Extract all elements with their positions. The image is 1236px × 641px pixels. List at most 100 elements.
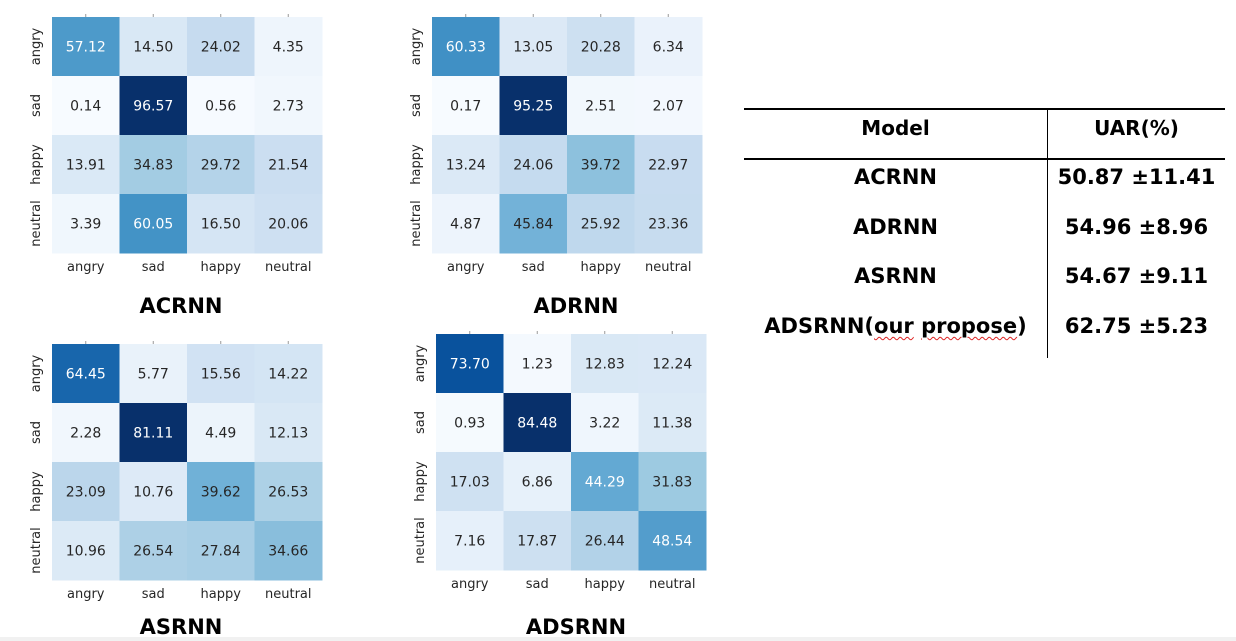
cell-value-label: 27.84 xyxy=(201,544,241,560)
y-tick-label: neutral xyxy=(409,200,424,247)
cell-value-label: 64.45 xyxy=(66,367,106,383)
y-tick-label: angry xyxy=(409,27,424,65)
heatmap-cell xyxy=(52,135,120,195)
cell-value-label: 1.23 xyxy=(522,357,553,373)
table-row-uar: 54.67 ±9.11 xyxy=(1064,264,1209,288)
heatmap-cell xyxy=(567,17,635,77)
heatmap-cell xyxy=(119,76,188,136)
heatmap-cell xyxy=(503,393,572,453)
cell-value-label: 13.91 xyxy=(66,158,106,174)
cell-value-label: 25.92 xyxy=(581,217,621,233)
heatmap-cell xyxy=(638,393,707,453)
x-tick-label: angry xyxy=(67,260,105,275)
heatmap-cell xyxy=(119,17,188,77)
spellcheck-word-our: our xyxy=(874,314,914,338)
x-tick-label: angry xyxy=(451,577,489,592)
heatmap-cell xyxy=(254,521,323,581)
heatmap-cell xyxy=(432,76,500,136)
cell-value-label: 14.50 xyxy=(133,40,173,56)
heatmap-cell xyxy=(567,135,635,195)
cell-value-label: 15.56 xyxy=(201,367,241,383)
heatmap-cell xyxy=(187,76,255,136)
cell-value-label: 0.17 xyxy=(450,99,481,115)
cell-value-label: 45.84 xyxy=(513,217,553,233)
cell-value-label: 81.11 xyxy=(133,426,173,442)
heatmap-cell xyxy=(634,76,703,136)
spellcheck-word-propose: propose xyxy=(921,314,1018,338)
heatmap-cell xyxy=(432,17,500,77)
heatmap-cell xyxy=(52,17,120,77)
y-tick-label: angry xyxy=(413,344,428,382)
cell-value-label: 4.87 xyxy=(450,217,481,233)
heatmap-cell xyxy=(254,135,323,195)
heatmap-cell xyxy=(436,511,504,571)
y-tick-label: neutral xyxy=(29,200,44,247)
cell-value-label: 13.05 xyxy=(513,40,553,56)
heatmap-cell xyxy=(634,17,703,77)
table-row-model: ADSRNN(our propose) xyxy=(744,314,1047,338)
heatmap-cell xyxy=(119,344,188,404)
heatmap-cell xyxy=(119,403,188,463)
x-tick-label: sad xyxy=(522,260,545,275)
heatmap-cell xyxy=(567,76,635,136)
heatmap-cell xyxy=(571,452,639,512)
model-name-close-paren: ) xyxy=(1017,314,1027,338)
y-tick-label: sad xyxy=(29,421,44,444)
cell-value-label: 34.66 xyxy=(268,544,308,560)
heatmap-cell xyxy=(499,194,568,254)
cell-value-label: 22.97 xyxy=(648,158,688,174)
cell-value-label: 24.06 xyxy=(513,158,553,174)
x-tick-label: sad xyxy=(526,577,549,592)
cell-value-label: 44.29 xyxy=(585,475,625,491)
heatmap-cell xyxy=(634,135,703,195)
x-tick-label: angry xyxy=(447,260,485,275)
heatmap-cell xyxy=(187,344,255,404)
cell-value-label: 13.24 xyxy=(446,158,486,174)
x-tick-label: happy xyxy=(201,587,242,602)
x-tick-label: sad xyxy=(142,587,165,602)
cell-value-label: 2.28 xyxy=(70,426,101,442)
y-tick-label: neutral xyxy=(29,527,44,574)
cell-value-label: 29.72 xyxy=(201,158,241,174)
heatmap-cell xyxy=(503,511,572,571)
heatmap-cell xyxy=(567,194,635,254)
cell-value-label: 12.13 xyxy=(268,426,308,442)
cell-value-label: 12.24 xyxy=(652,357,692,373)
heatmap-cell xyxy=(119,135,188,195)
cell-value-label: 57.12 xyxy=(66,40,106,56)
heatmap-cell xyxy=(571,511,639,571)
chart-title: ADRNN xyxy=(533,294,618,318)
header-model: Model xyxy=(861,116,930,140)
heatmap-cell xyxy=(52,344,120,404)
cell-value-label: 2.07 xyxy=(653,99,684,115)
heatmap-cell xyxy=(499,135,568,195)
cell-value-label: 12.83 xyxy=(585,357,625,373)
cell-value-label: 96.57 xyxy=(133,99,173,115)
heatmap-cell xyxy=(254,194,323,254)
cell-value-label: 20.06 xyxy=(268,217,308,233)
cell-value-label: 3.22 xyxy=(589,416,620,432)
heatmap-cell xyxy=(254,344,323,404)
heatmap-cell xyxy=(254,462,323,522)
cell-value-label: 4.49 xyxy=(205,426,236,442)
cell-value-label: 10.76 xyxy=(133,485,173,501)
cell-value-label: 24.02 xyxy=(201,40,241,56)
cell-value-label: 39.72 xyxy=(581,158,621,174)
cell-value-label: 39.62 xyxy=(201,485,241,501)
heatmap-cell xyxy=(432,194,500,254)
heatmap-cell xyxy=(187,135,255,195)
header-uar: UAR(%) xyxy=(1094,116,1179,140)
heatmap-cell xyxy=(638,511,707,571)
cell-value-label: 0.14 xyxy=(70,99,101,115)
heatmap-cell xyxy=(52,76,120,136)
heatmap-cell xyxy=(119,521,188,581)
y-tick-label: angry xyxy=(29,354,44,392)
cell-value-label: 26.54 xyxy=(133,544,173,560)
cell-value-label: 73.70 xyxy=(450,357,490,373)
chart-title: ACRNN xyxy=(140,294,223,318)
cell-value-label: 95.25 xyxy=(513,99,553,115)
cell-value-label: 17.87 xyxy=(517,534,557,550)
cell-value-label: 4.35 xyxy=(273,40,304,56)
cell-value-label: 7.16 xyxy=(454,534,485,550)
table-top-rule xyxy=(744,108,1225,110)
